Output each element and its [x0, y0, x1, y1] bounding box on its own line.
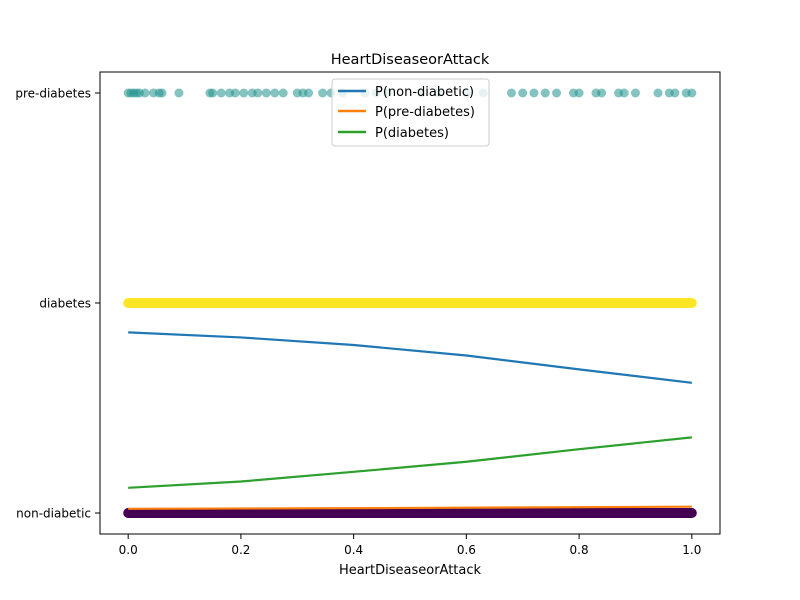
scatter-point: [687, 88, 697, 98]
legend-label-0: P(non-diabetic): [375, 85, 474, 100]
y-tick-label: pre-diabetes: [15, 87, 91, 101]
scatter-point: [278, 88, 288, 98]
series-line-2: [128, 436, 692, 489]
legend-box: [331, 78, 490, 147]
scatter-point: [304, 88, 314, 98]
scatter-group-pre-diabetes: [123, 88, 697, 98]
scatter-point: [552, 88, 562, 98]
scatter-point: [540, 88, 550, 98]
scatter-point: [174, 88, 184, 98]
x-tick-label: 1.0: [682, 543, 701, 557]
x-axis-label: HeartDiseaseorAttack: [339, 563, 482, 578]
scatter-point: [630, 88, 640, 98]
series-line-0: [128, 331, 692, 384]
legend: P(non-diabetic) P(pre-diabetes) P(diabet…: [331, 78, 490, 147]
scatter-point: [261, 88, 271, 98]
legend-label-2: P(diabetes): [375, 126, 449, 141]
scatter-point: [253, 88, 263, 98]
x-tick-label: 0.8: [570, 543, 589, 557]
legend-label-1: P(pre-diabetes): [375, 105, 475, 120]
scatter-point: [270, 88, 280, 98]
scatter-point: [597, 88, 607, 98]
y-axis-ticks: non-diabetic diabetes pre-diabetes: [15, 87, 100, 521]
probability-lines: [128, 331, 692, 510]
scatter-points: [123, 88, 697, 518]
x-tick-label: 0.0: [119, 543, 138, 557]
scatter-point: [157, 88, 167, 98]
x-axis-ticks: 0.0 0.2 0.4 0.6 0.8 1.0: [119, 534, 701, 557]
scatter-point: [653, 88, 663, 98]
y-tick-label: diabetes: [39, 297, 91, 311]
scatter-point: [230, 88, 240, 98]
scatter-point: [529, 88, 539, 98]
x-tick-label: 0.2: [231, 543, 250, 557]
scatter-point: [574, 88, 584, 98]
scatter-point: [670, 88, 680, 98]
scatter-point: [506, 88, 516, 98]
chart-title: HeartDiseaseorAttack: [331, 52, 490, 68]
x-tick-label: 0.6: [457, 543, 476, 557]
x-tick-label: 0.4: [344, 543, 363, 557]
y-tick-label: non-diabetic: [16, 507, 91, 521]
scatter-point: [239, 88, 249, 98]
scatter-point: [140, 88, 150, 98]
scatter-point: [208, 88, 218, 98]
scatter-point: [216, 88, 226, 98]
series-line-1: [128, 505, 692, 510]
scatter-point: [318, 88, 328, 98]
scatter-point: [619, 88, 629, 98]
scatter-point: [518, 88, 528, 98]
